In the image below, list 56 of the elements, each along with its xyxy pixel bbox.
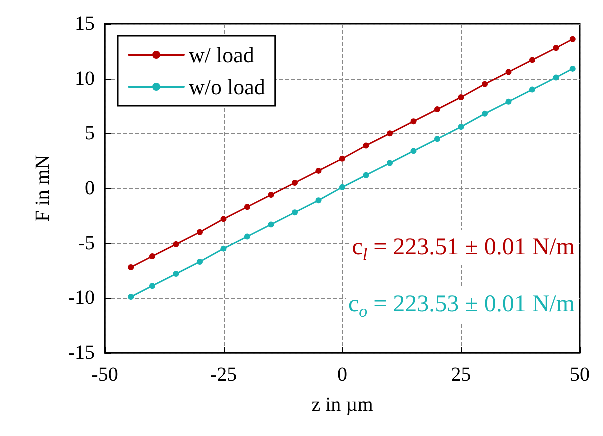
point [387,160,393,166]
point [197,258,203,265]
point [292,180,298,186]
point [506,69,512,76]
y-axis-title: F in mN [32,155,54,222]
point [482,110,488,117]
x-tick-label: 0 [338,364,348,386]
point [268,192,274,198]
y-tick-label: -15 [68,342,95,364]
point [434,106,440,113]
x-tick-label: 25 [451,364,472,386]
point [244,204,250,210]
point [316,198,322,204]
point [410,148,417,154]
point [363,142,370,149]
legend-label: w/o load [189,74,266,100]
point [173,241,180,248]
point [410,118,417,125]
y-tick-label: 5 [85,122,95,145]
point [150,253,156,260]
point [173,271,180,278]
point [570,36,576,42]
point [434,136,440,142]
point [220,216,227,222]
point [530,86,536,93]
y-tick-label: -10 [68,287,95,310]
point [340,156,346,162]
legend-label: w/ load [189,42,254,68]
y-tick-label: 15 [75,13,95,35]
y-tick-label: -5 [78,232,95,254]
x-tick-label: -50 [92,364,118,386]
y-tick-label: 0 [85,178,95,200]
point [292,210,298,216]
y-tick-label: 10 [75,68,95,90]
point [553,45,560,52]
point [340,184,346,190]
point [220,246,227,252]
point [458,94,464,100]
point [506,98,512,105]
point [316,168,322,174]
point [244,234,250,240]
point [458,124,464,130]
point [128,294,134,300]
point [268,222,274,228]
x-tick-label: 50 [570,364,590,386]
point [553,74,560,81]
point [482,81,488,88]
point [530,57,536,64]
point [387,130,393,137]
x-axis-title: z in µm [312,394,374,416]
x-tick-label: -25 [210,364,238,386]
point [363,172,370,178]
point [570,66,576,72]
point [197,229,203,236]
point [150,283,156,290]
point [128,264,134,270]
